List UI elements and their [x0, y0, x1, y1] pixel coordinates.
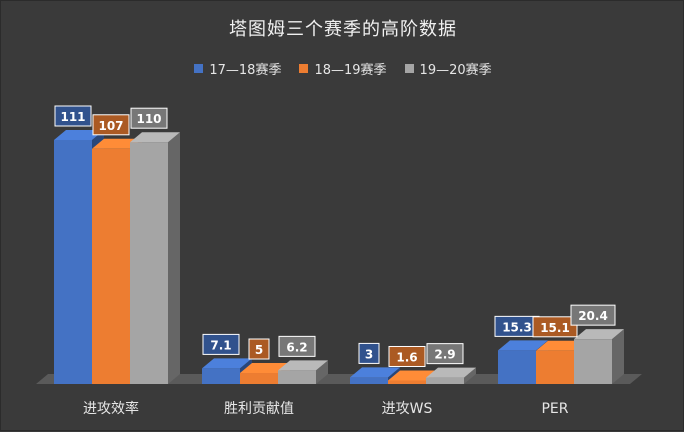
legend-swatch-series-2: [299, 64, 309, 73]
data-label-box-1-2: [202, 333, 240, 355]
data-label-1-2: 7.1: [210, 338, 231, 352]
category-label-1: 进攻效率: [83, 400, 139, 417]
data-label-1-4: 15.3: [502, 320, 532, 334]
category-label-2: 胜利贡献值: [224, 401, 294, 417]
data-label-box-1-1: [54, 105, 92, 127]
legend-swatch-series-1: [194, 64, 204, 73]
bar-3-2: [278, 360, 328, 384]
legend-label-series-3: 19—20赛季: [419, 63, 492, 78]
category-label-3: 进攻WS: [382, 401, 433, 417]
data-label-box-2-4: [532, 316, 578, 338]
legend-swatch-series-3: [404, 64, 414, 73]
data-label-3-2: 6.2: [286, 340, 307, 354]
data-label-box-3-2: [278, 335, 316, 357]
data-label-2-4: 15.1: [540, 321, 570, 335]
data-label-box-2-1: [92, 114, 130, 136]
legend-item-series-3: 19—20赛季: [404, 59, 492, 78]
data-label-3-3: 2.9: [434, 348, 455, 362]
chart-title: 塔图姆三个赛季的高阶数据: [229, 19, 457, 40]
legend: 17—18赛季 18—19赛季 19—20赛季: [1, 59, 684, 78]
bar-3-1: [130, 132, 180, 384]
data-label-1-1: 111: [60, 110, 85, 124]
data-label-3-4: 20.4: [578, 309, 608, 323]
bar-3-3: [426, 367, 476, 384]
data-label-box-1-3: [358, 342, 380, 364]
data-label-1-3: 3: [365, 347, 373, 361]
data-label-box-3-4: [570, 304, 616, 326]
bar-3-4: [574, 329, 624, 384]
legend-item-series-1: 17—18赛季: [194, 59, 281, 78]
data-label-box-3-3: [426, 343, 464, 365]
data-label-2-3: 1.6: [396, 350, 417, 364]
legend-item-series-2: 18—19赛季: [299, 59, 387, 78]
legend-label-series-2: 18—19赛季: [314, 63, 387, 78]
data-label-2-1: 107: [98, 119, 123, 133]
data-label-3-1: 110: [136, 112, 161, 126]
data-label-box-3-1: [130, 107, 168, 129]
data-label-box-2-2: [248, 338, 270, 360]
data-label-box-2-3: [388, 345, 426, 367]
category-label-4: PER: [541, 401, 568, 417]
legend-label-series-1: 17—18赛季: [209, 63, 282, 78]
data-label-2-2: 5: [255, 343, 263, 357]
